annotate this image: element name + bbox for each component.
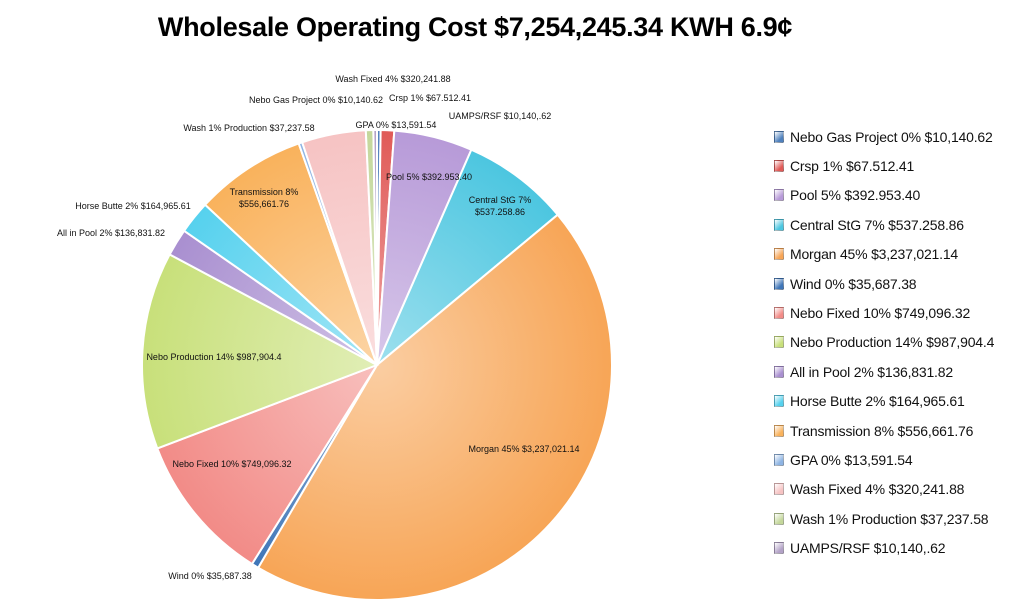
legend-item-crsp: Crsp 1% $67.512.41	[774, 151, 1024, 180]
legend-label: Wind 0% $35,687.38	[790, 275, 917, 292]
chart-title: Wholesale Operating Cost $7,254,245.34 K…	[157, 12, 793, 42]
slice-label-nebo-fixed: Nebo Fixed 10% $749,096.32	[172, 459, 291, 469]
legend-swatch	[774, 130, 784, 143]
slice-label-gpa: GPA 0% $13,591.54	[356, 120, 437, 130]
slice-label-uamps-rsf: UAMPS/RSF $10,140,.62	[449, 111, 552, 121]
slice-label-wash-fixed: Wash Fixed 4% $320,241.88	[335, 74, 450, 84]
legend-swatch	[774, 307, 784, 320]
legend-label: Central StG 7% $537.258.86	[790, 216, 964, 233]
legend-swatch	[774, 483, 784, 496]
pie-slice-central-stg	[376, 148, 560, 366]
legend-label: Nebo Production 14% $987,904.4	[790, 334, 995, 351]
legend-swatch	[774, 542, 784, 555]
legend-swatch	[774, 277, 784, 290]
pie-slice-nebo-production	[141, 253, 380, 450]
legend-item-nebo-production: Nebo Production 14% $987,904.4	[774, 328, 1024, 357]
slice-label-crsp: Crsp 1% $67.512.41	[389, 93, 471, 103]
legend-label: Crsp 1% $67.512.41	[790, 158, 915, 175]
legend-item-pool: Pool 5% $392.953.40	[774, 181, 1024, 210]
legend-label: GPA 0% $13,591.54	[790, 451, 913, 468]
legend-item-wind: Wind 0% $35,687.38	[774, 269, 1024, 298]
legend-label: Transmission 8% $556,661.76	[790, 422, 974, 439]
slice-label-morgan: Morgan 45% $3,237,021.14	[468, 444, 579, 454]
pie-slice-nebo-fixed	[156, 363, 380, 566]
pie-slice-uamps-rsf	[372, 128, 378, 366]
legend-label: Nebo Gas Project 0% $10,140.62	[790, 128, 993, 145]
legend-item-wash-fixed: Wash Fixed 4% $320,241.88	[774, 475, 1024, 504]
legend-swatch	[774, 512, 784, 525]
legend-item-nebo-gas-project: Nebo Gas Project 0% $10,140.62	[774, 122, 1024, 151]
legend-item-morgan: Morgan 45% $3,237,021.14	[774, 240, 1024, 269]
legend-item-transmission: Transmission 8% $556,661.76	[774, 416, 1024, 445]
legend-swatch	[774, 424, 784, 437]
legend-label: All in Pool 2% $136,831.82	[790, 363, 953, 380]
legend-label: UAMPS/RSF $10,140,.62	[790, 540, 946, 557]
slice-label-wash-production: Wash 1% Production $37,237.58	[183, 123, 314, 133]
pie-slice-transmission	[203, 142, 378, 366]
slice-label-pool: Pool 5% $392.953.40	[386, 172, 472, 182]
legend-swatch	[774, 336, 784, 349]
legend-label: Pool 5% $392.953.40	[790, 187, 921, 204]
pie-slice-morgan	[256, 213, 613, 601]
slice-label-all-in-pool: All in Pool 2% $136,831.82	[57, 228, 165, 238]
slice-label-wind: Wind 0% $35,687.38	[168, 571, 252, 581]
slice-label-central-stg: Central StG 7% $537.258.86	[469, 195, 532, 217]
legend-label: Morgan 45% $3,237,021.14	[790, 246, 958, 263]
slice-label-nebo-gas-project: Nebo Gas Project 0% $10,140.62	[249, 95, 383, 105]
slice-label-transmission: Transmission 8% $556,661.76	[230, 187, 299, 209]
legend-swatch	[774, 218, 784, 231]
legend-swatch	[774, 189, 784, 202]
legend-item-nebo-fixed: Nebo Fixed 10% $749,096.32	[774, 298, 1024, 327]
slice-label-nebo-production: Nebo Production 14% $987,904.4	[146, 352, 281, 362]
legend-item-central-stg: Central StG 7% $537.258.86	[774, 210, 1024, 239]
legend-label: Wash Fixed 4% $320,241.88	[790, 481, 965, 498]
legend-swatch	[774, 365, 784, 378]
legend-item-wash-production: Wash 1% Production $37,237.58	[774, 504, 1024, 533]
legend-swatch	[774, 248, 784, 261]
legend-item-horse-butte: Horse Butte 2% $164,965.61	[774, 387, 1024, 416]
legend-item-gpa: GPA 0% $13,591.54	[774, 445, 1024, 474]
legend-swatch	[774, 453, 784, 466]
legend-item-uamps-rsf: UAMPS/RSF $10,140,.62	[774, 533, 1024, 562]
slice-label-horse-butte: Horse Butte 2% $164,965.61	[75, 201, 191, 211]
legend-label: Horse Butte 2% $164,965.61	[790, 393, 965, 410]
legend-swatch	[774, 395, 784, 408]
legend-label: Wash 1% Production $37,237.58	[790, 510, 989, 527]
legend-label: Nebo Fixed 10% $749,096.32	[790, 305, 971, 322]
legend: Nebo Gas Project 0% $10,140.62 Crsp 1% $6…	[774, 122, 1024, 563]
legend-item-all-in-pool: All in Pool 2% $136,831.82	[774, 357, 1024, 386]
legend-swatch	[774, 160, 784, 173]
